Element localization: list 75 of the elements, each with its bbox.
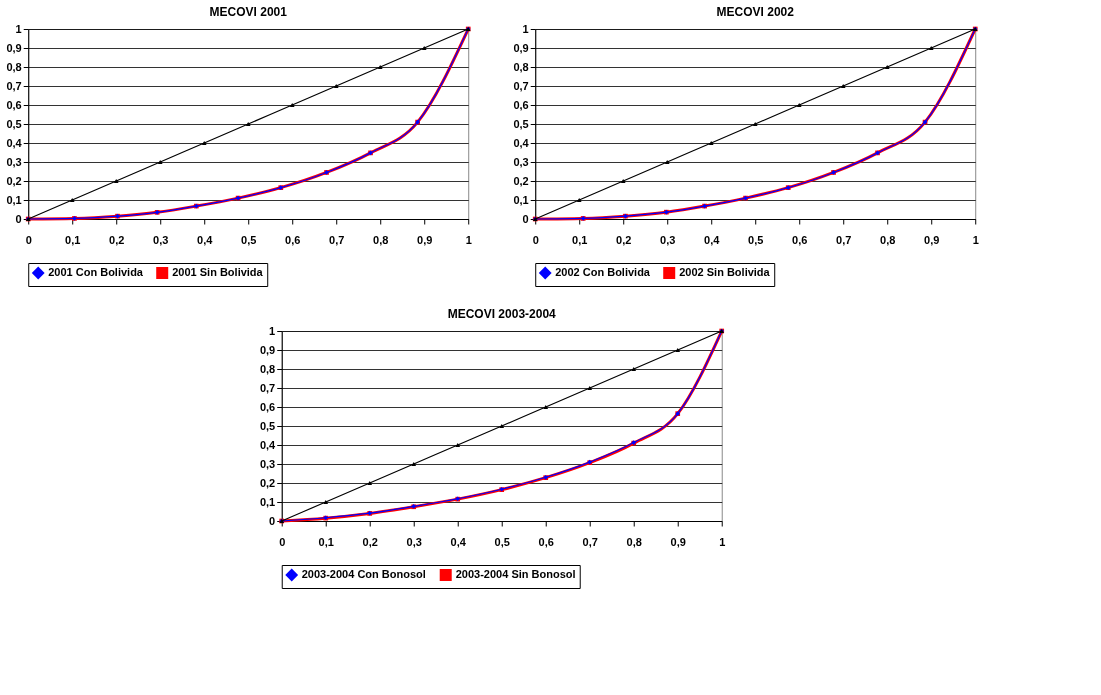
- x-tick-label: 0,8: [880, 233, 896, 246]
- chart-title: MECOVI 2002: [716, 5, 795, 19]
- chart-title: MECOVI 2001: [209, 5, 288, 19]
- x-tick-label: 0,1: [318, 535, 334, 548]
- x-tick-label: 0,5: [494, 535, 510, 548]
- y-tick-label: 0: [522, 212, 529, 225]
- x-tick-label: 0,3: [406, 535, 422, 548]
- y-tick-label: 0,9: [513, 41, 529, 54]
- x-tick-label: 0,9: [417, 233, 433, 246]
- x-tick-label: 0,4: [704, 233, 721, 246]
- y-tick-label: 0,7: [513, 79, 529, 92]
- x-tick-label: 0: [25, 233, 32, 246]
- y-tick-label: 0,2: [6, 174, 22, 187]
- y-tick-label: 1: [269, 324, 276, 337]
- y-tick-label: 0,6: [6, 98, 22, 111]
- y-tick-label: 0,3: [513, 155, 529, 168]
- y-tick-label: 0,3: [259, 457, 276, 470]
- x-tick-label: 0,8: [373, 233, 389, 246]
- y-tick-label: 0: [269, 514, 276, 527]
- y-tick-label: 0,5: [259, 419, 276, 432]
- x-tick-label: 0,2: [362, 535, 378, 548]
- x-tick-label: 0,1: [572, 233, 588, 246]
- legend-label: 2002 Sin Bolivida: [679, 266, 771, 278]
- x-tick-label: 0,8: [626, 535, 642, 548]
- y-tick-label: 0,9: [259, 343, 276, 356]
- x-tick-label: 0,9: [924, 233, 940, 246]
- y-tick-label: 0,5: [6, 117, 22, 130]
- legend-label: 2001 Sin Bolivida: [172, 266, 264, 278]
- y-tick-label: 0,1: [259, 495, 276, 508]
- legend-label: 2003-2004 Sin Bonosol: [455, 568, 576, 580]
- y-tick-label: 1: [15, 22, 22, 35]
- chart-title: MECOVI 2003-2004: [447, 307, 557, 321]
- x-tick-label: 0,6: [538, 535, 554, 548]
- x-tick-label: 0,1: [65, 233, 81, 246]
- legend-label: 2001 Con Bolivida: [48, 266, 144, 278]
- x-tick-label: 1: [972, 233, 979, 246]
- x-tick-label: 0,4: [197, 233, 214, 246]
- y-tick-label: 0: [15, 212, 22, 225]
- x-tick-label: 0,6: [792, 233, 808, 246]
- x-tick-label: 0,3: [660, 233, 676, 246]
- x-tick-label: 0,5: [748, 233, 764, 246]
- x-tick-label: 0,6: [285, 233, 301, 246]
- legend-label: 2002 Con Bolivida: [555, 266, 651, 278]
- x-tick-label: 0: [532, 233, 539, 246]
- y-tick-label: 0,8: [259, 362, 276, 375]
- x-tick-label: 0,7: [582, 535, 598, 548]
- x-tick-label: 0: [279, 535, 286, 548]
- y-tick-label: 0,4: [6, 136, 23, 149]
- y-tick-label: 0,8: [6, 60, 22, 73]
- y-tick-label: 0,3: [6, 155, 22, 168]
- y-tick-label: 1: [522, 22, 529, 35]
- x-tick-label: 0,3: [153, 233, 169, 246]
- x-tick-label: 0,5: [241, 233, 257, 246]
- x-tick-label: 0,2: [109, 233, 125, 246]
- y-tick-label: 0,2: [513, 174, 529, 187]
- x-tick-label: 0,7: [329, 233, 345, 246]
- y-tick-label: 0,4: [513, 136, 530, 149]
- y-tick-label: 0,5: [513, 117, 529, 130]
- x-tick-label: 0,7: [836, 233, 852, 246]
- x-tick-label: 0,9: [670, 535, 686, 548]
- y-tick-label: 0,7: [259, 381, 276, 394]
- x-tick-label: 1: [465, 233, 472, 246]
- x-tick-label: 1: [719, 535, 726, 548]
- y-tick-label: 0,6: [513, 98, 529, 111]
- y-tick-label: 0,1: [6, 193, 22, 206]
- legend-label: 2003-2004 Con Bonosol: [301, 568, 426, 580]
- y-tick-label: 0,4: [259, 438, 277, 451]
- y-tick-label: 0,8: [513, 60, 529, 73]
- y-tick-label: 0,6: [259, 400, 276, 413]
- y-tick-label: 0,9: [6, 41, 22, 54]
- y-tick-label: 0,2: [259, 476, 276, 489]
- y-tick-label: 0,7: [6, 79, 22, 92]
- x-tick-label: 0,2: [616, 233, 632, 246]
- x-tick-label: 0,4: [450, 535, 467, 548]
- y-tick-label: 0,1: [513, 193, 529, 206]
